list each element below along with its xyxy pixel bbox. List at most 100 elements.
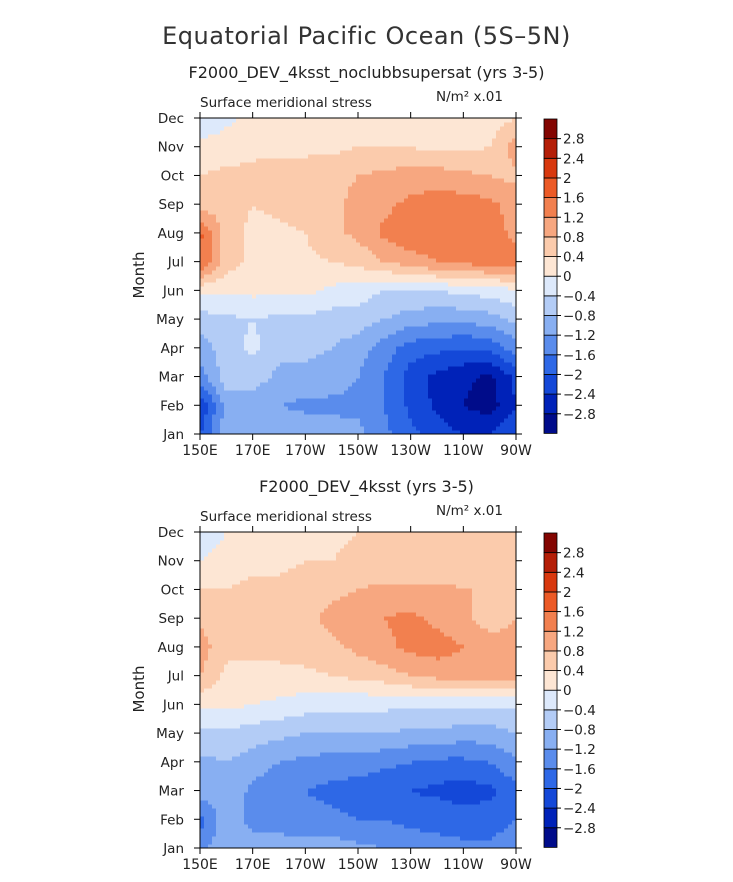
heatmap-cell [256, 422, 261, 427]
heatmap-cell [324, 338, 329, 343]
heatmap-cell [412, 406, 417, 411]
heatmap-cell [296, 266, 301, 271]
figure-title: Equatorial Pacific Ocean (5S–5N) [162, 22, 571, 50]
heatmap-cell [416, 294, 421, 299]
heatmap-cell [272, 202, 277, 207]
heatmap-cell [512, 290, 517, 295]
heatmap-cell [440, 198, 445, 203]
heatmap-cell [200, 414, 205, 419]
heatmap-cell [384, 250, 389, 255]
heatmap-cell [468, 430, 473, 435]
heatmap-cell [292, 282, 297, 287]
heatmap-cell [508, 286, 513, 291]
heatmap-cell [236, 370, 241, 375]
heatmap-cell [444, 354, 449, 359]
heatmap-cell [408, 286, 413, 291]
heatmap-cell [276, 330, 281, 335]
heatmap-cell [424, 426, 429, 431]
heatmap-cell [260, 194, 265, 199]
heatmap-cell [512, 210, 517, 215]
heatmap-cell [216, 278, 221, 283]
heatmap-cell [472, 210, 477, 215]
heatmap-cell [372, 342, 377, 347]
heatmap-cell [488, 214, 493, 219]
heatmap-cell [384, 274, 389, 279]
heatmap-cell [284, 318, 289, 323]
heatmap-cell [256, 226, 261, 231]
heatmap-cell [412, 426, 417, 431]
heatmap-cell [432, 338, 437, 343]
heatmap-cell [380, 226, 385, 231]
heatmap-cell [376, 430, 381, 435]
heatmap-cell [288, 406, 293, 411]
heatmap-cell [252, 294, 257, 299]
heatmap-cell [340, 426, 345, 431]
heatmap-cell [240, 370, 245, 375]
heatmap-cell [352, 378, 357, 383]
heatmap-cell [472, 406, 477, 411]
heatmap-cell [448, 322, 453, 327]
heatmap-cell [260, 186, 265, 191]
heatmap-cell [492, 318, 497, 323]
heatmap-cell [296, 386, 301, 391]
heatmap-cell [464, 270, 469, 275]
heatmap-cell [464, 374, 469, 379]
heatmap-cell [248, 366, 253, 371]
heatmap-cell [388, 314, 393, 319]
heatmap-cell [312, 418, 317, 423]
heatmap-cell [200, 322, 205, 327]
heatmap-cell [504, 298, 509, 303]
heatmap-cell [492, 326, 497, 331]
heatmap-cell [224, 190, 229, 195]
heatmap-cell [344, 270, 349, 275]
heatmap-cell [292, 366, 297, 371]
heatmap-cell [344, 290, 349, 295]
heatmap-cell [248, 282, 253, 287]
heatmap-cell [424, 274, 429, 279]
heatmap-cell [252, 278, 257, 283]
heatmap-cell [232, 234, 237, 239]
heatmap-cell [432, 186, 437, 191]
heatmap-cell [480, 374, 485, 379]
heatmap-cell [496, 298, 501, 303]
heatmap-cell [260, 310, 265, 315]
heatmap-cell [296, 390, 301, 395]
heatmap-cell [492, 430, 497, 435]
heatmap-cell [384, 322, 389, 327]
heatmap-cell [244, 334, 249, 339]
heatmap-cell [292, 198, 297, 203]
heatmap-cell [356, 238, 361, 243]
heatmap-cell [208, 350, 213, 355]
heatmap-cell [304, 186, 309, 191]
heatmap-cell [252, 334, 257, 339]
heatmap-cell [256, 262, 261, 267]
heatmap-cell [244, 226, 249, 231]
heatmap-cell [364, 270, 369, 275]
heatmap-cell [208, 278, 213, 283]
heatmap-cell [512, 222, 517, 227]
heatmap-cell [468, 238, 473, 243]
heatmap-cell [284, 350, 289, 355]
heatmap-cell [412, 226, 417, 231]
heatmap-cell [320, 282, 325, 287]
heatmap-cell [220, 358, 225, 363]
heatmap-cell [380, 206, 385, 211]
heatmap-cell [436, 342, 441, 347]
heatmap-cell [496, 318, 501, 323]
heatmap-cell [364, 374, 369, 379]
heatmap-cell [416, 266, 421, 271]
heatmap-cell [476, 406, 481, 411]
heatmap-cell [496, 266, 501, 271]
heatmap-cell [272, 334, 277, 339]
heatmap-cell [232, 314, 237, 319]
heatmap-cell [224, 206, 229, 211]
heatmap-cell [452, 246, 457, 251]
heatmap-cell [228, 214, 233, 219]
heatmap-cell [456, 206, 461, 211]
heatmap-cell [228, 334, 233, 339]
heatmap-cell [224, 378, 229, 383]
heatmap-cell [296, 182, 301, 187]
heatmap-cell [252, 386, 257, 391]
heatmap-cell [304, 262, 309, 267]
heatmap-cell [328, 238, 333, 243]
